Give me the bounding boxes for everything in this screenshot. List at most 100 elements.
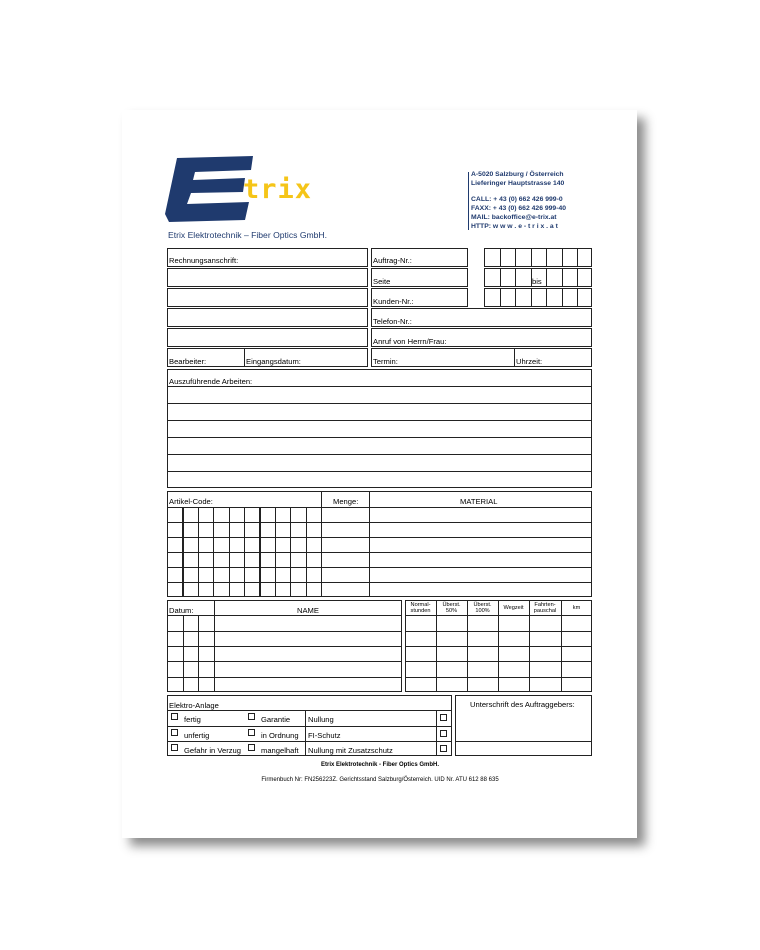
form-page <box>122 110 637 838</box>
elektro-anlage-box[interactable] <box>167 695 452 756</box>
grid-line <box>405 646 592 648</box>
time-header-2: Überst. 100% <box>473 602 492 614</box>
termin-field[interactable] <box>371 348 592 367</box>
label-unterschrift: Unterschrift des Auftraggebers: <box>470 700 575 709</box>
grid-line <box>530 268 532 287</box>
check-label: FI-Schutz <box>308 731 341 740</box>
bearbeiter-field[interactable] <box>167 348 368 367</box>
address-field[interactable] <box>167 268 368 287</box>
grid-line <box>167 471 592 473</box>
info-field[interactable] <box>371 248 468 267</box>
checkbox[interactable] <box>440 745 447 752</box>
address-field[interactable] <box>167 288 368 307</box>
grid-line <box>577 288 579 307</box>
grid-line <box>577 248 579 267</box>
footer-legal: Firmenbuch Nr: FN256223Z. Gerichtsstand … <box>261 777 499 783</box>
grid-line <box>167 741 452 743</box>
grid-line <box>167 522 592 524</box>
grid-line <box>321 491 323 597</box>
grid-line <box>167 582 592 584</box>
grid-line <box>455 741 592 743</box>
label-telefon-nr: Telefon-Nr.: <box>373 317 412 326</box>
grid-line <box>167 386 592 388</box>
label-uhrzeit: Uhrzeit: <box>516 357 543 366</box>
material-table[interactable] <box>167 491 592 597</box>
grid-line <box>436 710 438 756</box>
grid-line <box>546 268 548 287</box>
address-mail: MAIL: backoffice@e-trix.at <box>471 214 557 221</box>
grid-line <box>405 631 592 633</box>
info-field[interactable] <box>371 268 468 287</box>
grid-line <box>167 646 402 648</box>
status-b-label: in Ordnung <box>261 731 299 740</box>
address-field[interactable] <box>167 248 368 267</box>
check-label: Nullung <box>308 715 334 724</box>
address-field[interactable] <box>167 328 368 347</box>
checkbox[interactable] <box>171 729 178 736</box>
time-header-5: km <box>572 605 581 611</box>
grid-line <box>515 268 517 287</box>
grid-line <box>167 726 452 728</box>
info-field[interactable] <box>371 288 468 307</box>
address-line2: Lieferinger Hauptstrasse 140 <box>471 180 565 187</box>
address-divider <box>468 172 469 230</box>
address-fax: FAXX: + 43 (0) 662 426 999-40 <box>471 205 567 212</box>
label-elektro-anlage: Elektro-Anlage <box>169 701 219 710</box>
grid-line <box>167 537 592 539</box>
label-eingangsdatum: Eingangsdatum: <box>246 357 301 366</box>
grid-line <box>167 552 592 554</box>
label-name: NAME <box>297 606 319 615</box>
grid-line <box>515 288 517 307</box>
label-anruf: Anruf von Herrn/Frau: <box>373 337 447 346</box>
grid-line <box>369 491 371 597</box>
logo-trix: trix <box>243 174 313 205</box>
grid-line <box>167 661 402 663</box>
info-field[interactable] <box>371 308 592 327</box>
grid-line <box>405 615 592 617</box>
checkbox[interactable] <box>248 744 255 751</box>
grid-line <box>167 507 592 509</box>
label-termin: Termin: <box>373 357 398 366</box>
grid-line <box>546 288 548 307</box>
grid-line <box>530 288 532 307</box>
grid-line <box>167 710 452 712</box>
checkbox[interactable] <box>171 744 178 751</box>
checkbox[interactable] <box>248 713 255 720</box>
address-call: CALL: + 43 (0) 662 426 999-0 <box>471 196 563 203</box>
label-datum: Datum: <box>169 606 194 615</box>
checkbox[interactable] <box>171 713 178 720</box>
label-bis: bis <box>532 277 542 286</box>
grid-line <box>546 248 548 267</box>
address-line1: A-5020 Salzburg / Österreich <box>471 171 564 178</box>
time-header-4: Fahrten- pauschal <box>533 602 557 614</box>
label-arbeiten: Auszuführende Arbeiten: <box>169 377 253 386</box>
grid-line <box>167 420 592 422</box>
label-bearbeiter: Bearbeiter: <box>169 357 207 366</box>
info-field[interactable] <box>371 328 592 347</box>
grid-line <box>515 248 517 267</box>
checkbox[interactable] <box>440 714 447 721</box>
check-label: Nullung mit Zusatzschutz <box>308 746 393 755</box>
grid-line <box>577 268 579 287</box>
number-grid[interactable] <box>484 268 592 287</box>
arbeiten-area[interactable] <box>167 369 592 488</box>
grid-line <box>167 437 592 439</box>
checkbox[interactable] <box>440 730 447 737</box>
address-field[interactable] <box>167 308 368 327</box>
grid-line <box>405 661 592 663</box>
grid-line <box>499 268 501 287</box>
number-grid[interactable] <box>484 288 592 307</box>
grid-line <box>561 288 563 307</box>
label-kunden-nr: Kunden-Nr.: <box>373 297 414 306</box>
status-a-label: Gefahr in Verzug <box>184 746 241 755</box>
unterschrift-box[interactable] <box>455 695 592 756</box>
footer-company: Etrix Elektrotechnik - Fiber Optics GmbH… <box>320 762 440 768</box>
grid-line <box>530 248 532 267</box>
checkbox[interactable] <box>248 729 255 736</box>
number-grid[interactable] <box>484 248 592 267</box>
label-auftrag-nr: Auftrag-Nr.: <box>373 256 412 265</box>
grid-line <box>499 248 501 267</box>
grid-line <box>167 631 402 633</box>
grid-line <box>167 567 592 569</box>
time-header-1: Überst. 50% <box>442 602 461 614</box>
